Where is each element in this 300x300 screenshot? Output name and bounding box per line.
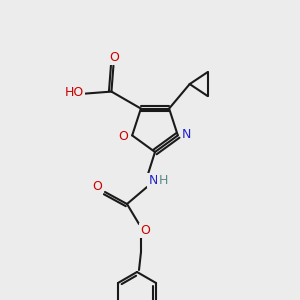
Text: N: N	[148, 173, 158, 187]
Text: N: N	[182, 128, 191, 141]
Text: O: O	[118, 130, 128, 143]
Text: H: H	[158, 173, 168, 187]
Text: O: O	[110, 51, 119, 64]
Text: O: O	[140, 224, 150, 236]
Text: O: O	[92, 181, 102, 194]
Text: HO: HO	[65, 86, 84, 99]
